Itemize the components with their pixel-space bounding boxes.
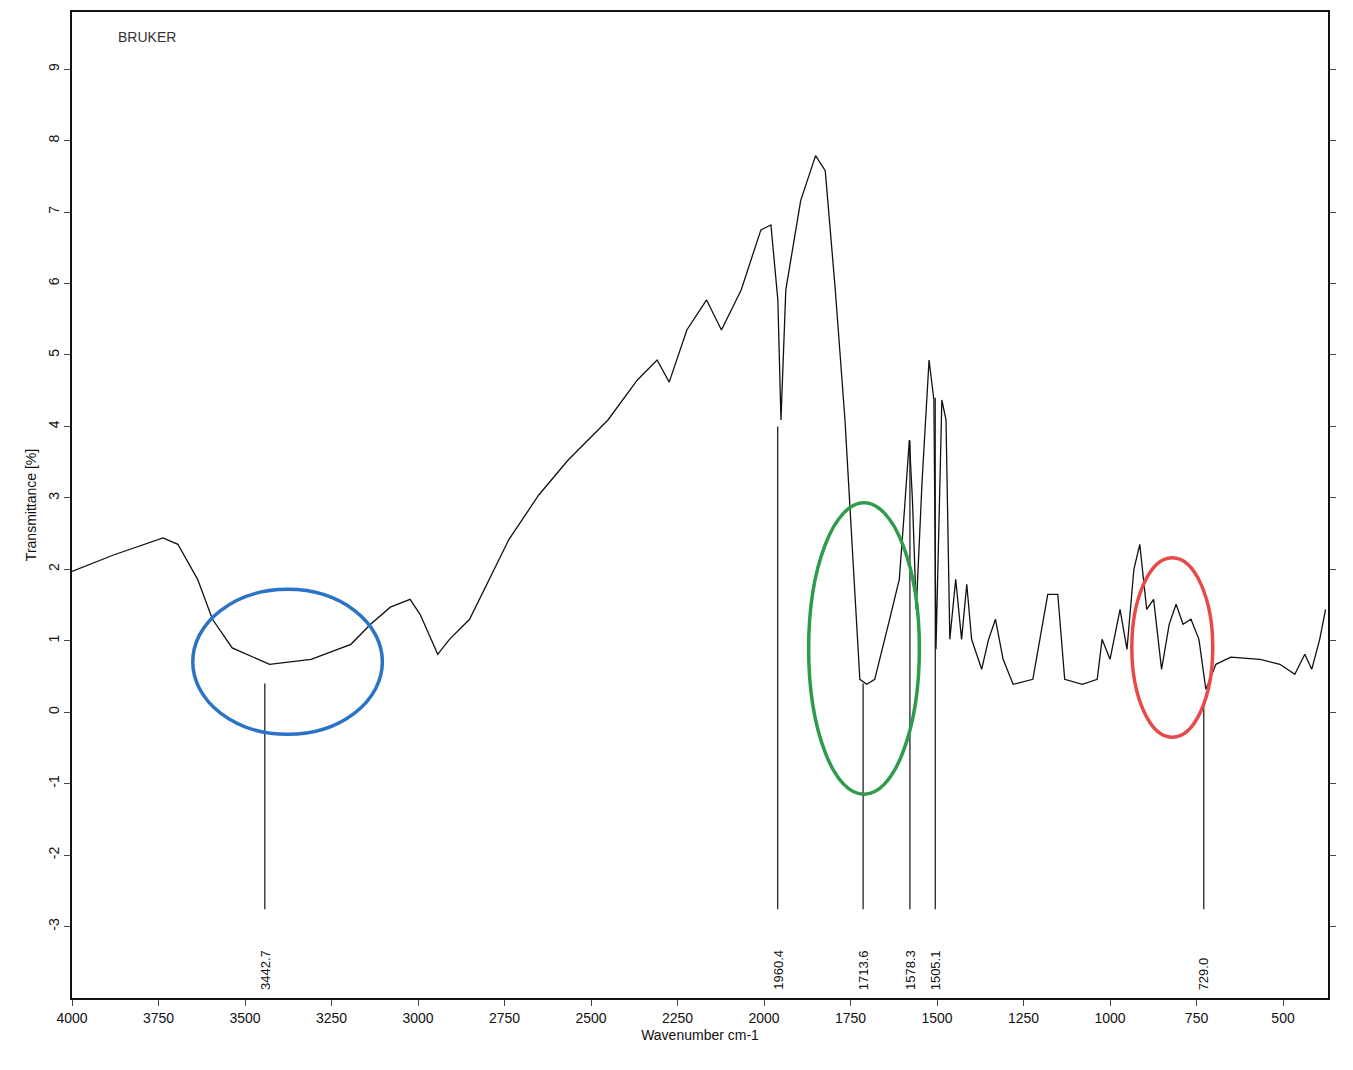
svg-text:1960.4: 1960.4: [771, 950, 786, 990]
svg-text:2250: 2250: [662, 1010, 693, 1026]
svg-text:750: 750: [1185, 1010, 1209, 1026]
svg-text:BRUKER: BRUKER: [118, 29, 176, 45]
svg-text:8: 8: [46, 134, 62, 142]
svg-text:5: 5: [46, 349, 62, 357]
svg-text:2: 2: [46, 563, 62, 571]
svg-text:729.0: 729.0: [1196, 958, 1211, 991]
svg-text:3000: 3000: [402, 1010, 433, 1026]
svg-text:-2: -2: [46, 847, 62, 860]
svg-text:3500: 3500: [229, 1010, 260, 1026]
svg-text:1505.1: 1505.1: [928, 951, 943, 991]
svg-text:1500: 1500: [921, 1010, 952, 1026]
svg-text:2000: 2000: [748, 1010, 779, 1026]
svg-text:1750: 1750: [835, 1010, 866, 1026]
svg-text:3442.7: 3442.7: [258, 950, 273, 990]
svg-text:2750: 2750: [489, 1010, 520, 1026]
svg-text:3: 3: [46, 492, 62, 500]
svg-text:3750: 3750: [143, 1010, 174, 1026]
svg-text:2500: 2500: [575, 1010, 606, 1026]
svg-text:-1: -1: [46, 775, 62, 788]
svg-text:1713.6: 1713.6: [856, 950, 871, 990]
svg-text:-3: -3: [46, 918, 62, 931]
svg-text:3250: 3250: [316, 1010, 347, 1026]
svg-text:1250: 1250: [1008, 1010, 1039, 1026]
svg-text:0: 0: [46, 706, 62, 714]
svg-text:1578.3: 1578.3: [903, 950, 918, 990]
svg-text:4000: 4000: [56, 1010, 87, 1026]
svg-text:1000: 1000: [1094, 1010, 1125, 1026]
svg-text:1: 1: [46, 635, 62, 643]
svg-text:6: 6: [46, 277, 62, 285]
svg-text:Wavenumber cm-1: Wavenumber cm-1: [641, 1027, 759, 1043]
svg-text:9: 9: [46, 63, 62, 71]
svg-text:Transmittance [%]: Transmittance [%]: [23, 449, 39, 561]
svg-text:7: 7: [46, 206, 62, 214]
svg-text:4: 4: [46, 420, 62, 428]
svg-text:500: 500: [1271, 1010, 1295, 1026]
